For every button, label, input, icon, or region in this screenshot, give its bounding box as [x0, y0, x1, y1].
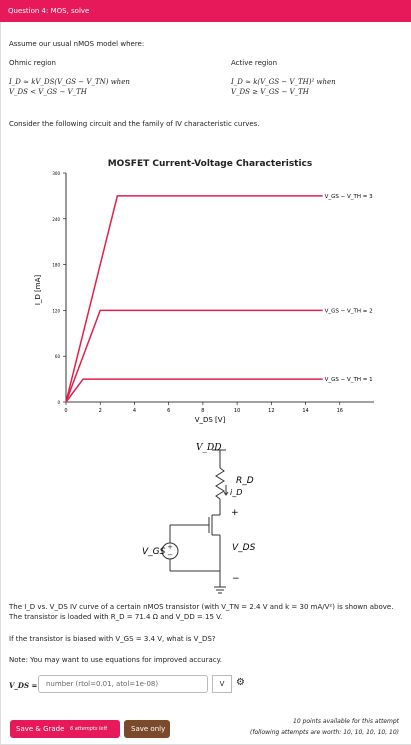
answer-input[interactable] — [38, 675, 208, 693]
vgs-label: V_GS — [142, 547, 166, 557]
source-plus: + — [167, 543, 173, 551]
y-tick-label: 180 — [52, 263, 60, 268]
rd-label: R_D — [236, 476, 254, 486]
chart-title: MOSFET Current-Voltage Characteristics — [108, 159, 313, 169]
unit: V — [212, 675, 232, 693]
series-line — [65, 309, 323, 403]
y-tick-label: 0 — [57, 400, 60, 405]
x-tick-label: 6 — [167, 408, 170, 414]
x-tick-label: 2 — [99, 408, 102, 414]
vds-minus: − — [232, 574, 240, 584]
save-grade-button[interactable] — [10, 720, 120, 738]
id-label: i_D — [230, 488, 242, 497]
note: Note: You may want to use equations for … — [9, 656, 222, 664]
y-tick-label: 300 — [52, 171, 60, 176]
ohmic-formula: I_D ≈ kV_DS(V_GS − V_TN) when — [9, 78, 130, 86]
x-tick-label: 14 — [302, 408, 308, 414]
following: (following attempts are worth: 10, 10, 1… — [250, 729, 399, 736]
help-icon[interactable]: ⚙ — [236, 677, 245, 688]
series-line — [65, 378, 323, 403]
question: If the transistor is biased with V_GS = … — [9, 635, 216, 643]
series-line — [65, 195, 323, 403]
vds-plus: + — [231, 508, 239, 518]
attempts-left: 6 attempts left — [70, 726, 108, 732]
answer-label: V_DS = — [9, 681, 38, 690]
header-bar — [0, 0, 411, 22]
y-axis-label: I_D [mA] — [34, 275, 42, 306]
active-formula: I_D ≈ k(V_GS − V_TH)² when — [231, 78, 336, 86]
y-tick-label: 240 — [52, 217, 60, 222]
series-label: V_GS − V_TH = 1 — [325, 377, 373, 383]
x-tick-label: 8 — [201, 408, 204, 414]
ohmic-title: Ohmic region — [9, 59, 56, 67]
series-label: V_GS − V_TH = 2 — [325, 308, 373, 314]
save-grade-text: Save & Grade — [16, 725, 65, 733]
consider: Consider the following circuit and the f… — [9, 120, 260, 128]
save-only-button[interactable] — [124, 720, 170, 738]
y-tick-label: 120 — [52, 308, 60, 313]
vds-label: V_DS — [232, 543, 256, 553]
save-only-text: Save only — [131, 725, 166, 733]
y-tick-label: 60 — [55, 354, 61, 359]
circuit: + − V_DD R_D i_D + V_DS − V_GS — [142, 443, 256, 594]
series-label: V_GS − V_TH = 3 — [325, 194, 373, 200]
problem: The I_D vs. V_DS IV curve of a certain n… — [9, 603, 394, 621]
active-condition: V_DS ≥ V_GS − V_TH — [231, 88, 309, 96]
x-axis-label: V_DS [V] — [195, 416, 226, 424]
ohmic-condition: V_DS < V_GS − V_TH — [9, 88, 87, 96]
chart: MOSFET Current-Voltage Characteristics I… — [34, 159, 374, 424]
points: 10 points available for this attempt — [293, 718, 399, 725]
x-tick-label: 12 — [268, 408, 274, 414]
x-tick-label: 10 — [234, 408, 240, 414]
source-minus: − — [167, 551, 173, 559]
intro: Assume our usual nMOS model where: — [9, 40, 145, 48]
answer-placeholder: number (rtol=0.01, atol=1e-08) — [46, 680, 159, 688]
x-tick-label: 4 — [133, 408, 136, 414]
x-tick-label: 16 — [337, 408, 343, 414]
x-tick-label: 0 — [64, 408, 67, 414]
active-title: Active region — [231, 59, 278, 67]
vdd-label: V_DD — [196, 443, 221, 453]
header-title: Question 4: MOS, solve — [8, 7, 90, 15]
